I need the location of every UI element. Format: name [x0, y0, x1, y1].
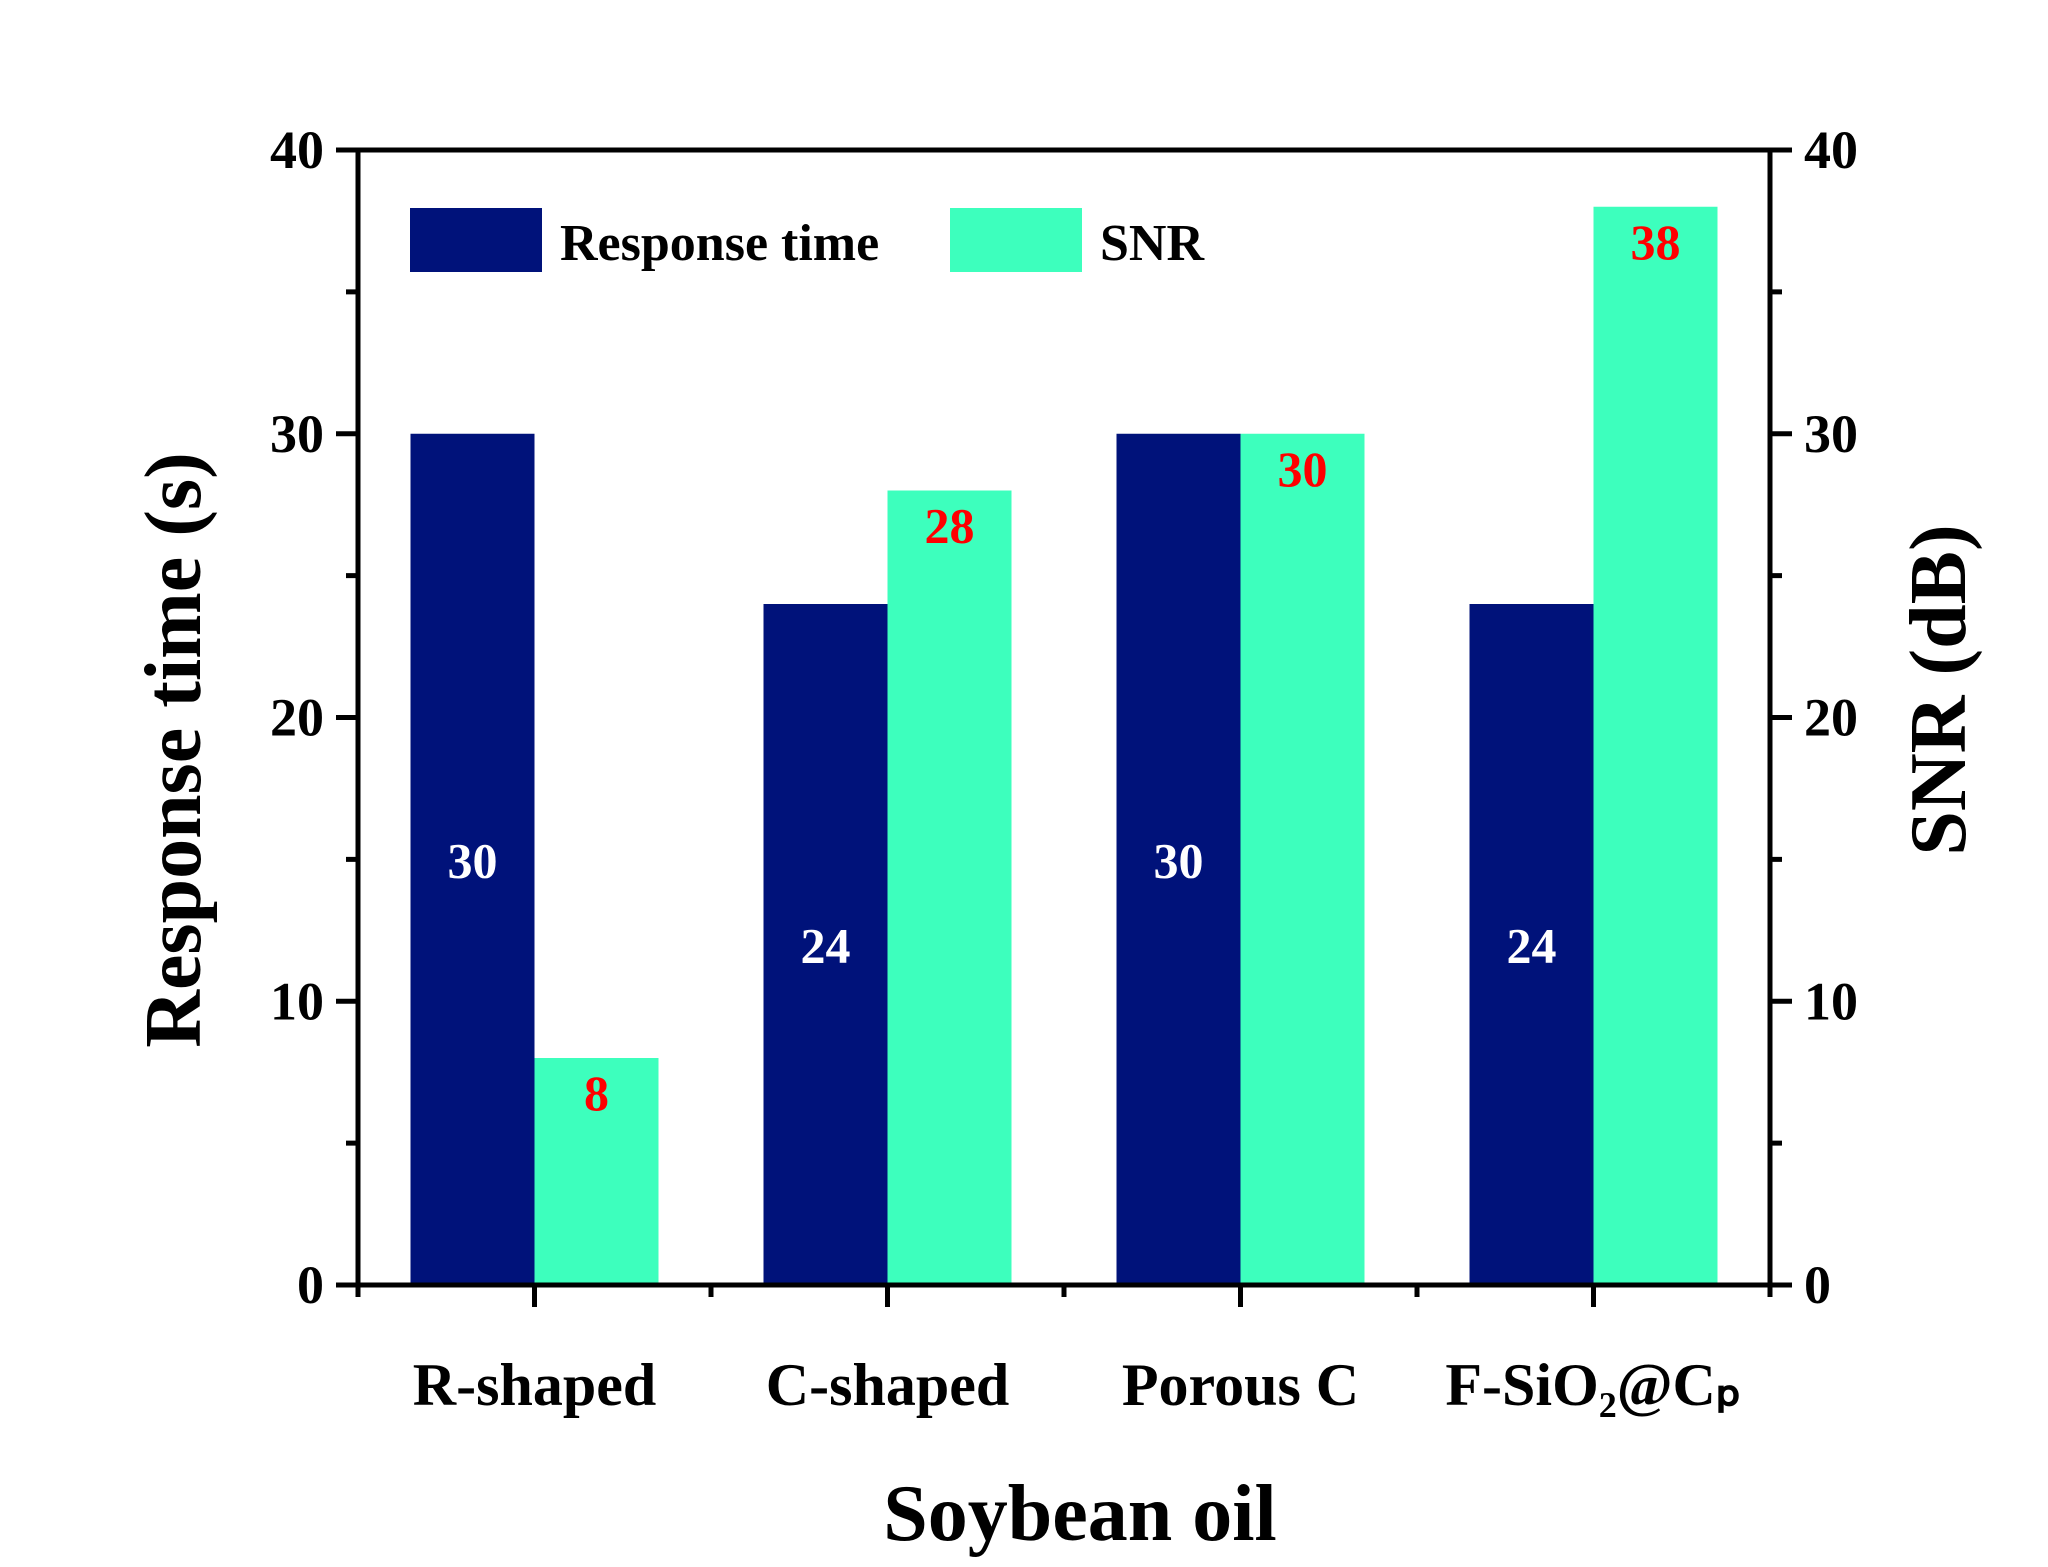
legend-swatch-snr: [950, 208, 1082, 272]
y2-axis-title: SNR (dB): [1895, 524, 1983, 855]
response-time-bar-3: [1116, 433, 1241, 1285]
x-axis-title: Soybean oil: [883, 1470, 1276, 1558]
response-time-bar-4: [1469, 604, 1594, 1285]
right-axis-ticks: 0 10 20 30 40: [1770, 120, 1858, 1315]
legend-label-response-time: Response time: [560, 215, 879, 272]
legend-label-snr: SNR: [1100, 215, 1205, 272]
snr-bar-2: [887, 490, 1012, 1285]
y-tick-label: 30: [270, 404, 324, 464]
y2-tick-label: 40: [1804, 120, 1858, 180]
response-time-value-label-1: 30: [448, 832, 498, 888]
snr-value-label-2: 28: [925, 498, 975, 554]
snr-value-label-1: 8: [584, 1065, 609, 1121]
y2-tick-label: 30: [1804, 404, 1858, 464]
x-axis-ticks: [355, 1285, 1773, 1307]
category-label-1: R-shaped: [413, 1352, 656, 1418]
snr-value-label-3: 30: [1278, 441, 1328, 497]
category-labels: R-shaped C-shaped Porous C F-SiO₂@Cₚ: [413, 1352, 1742, 1418]
category-label-3: Porous C: [1122, 1352, 1359, 1418]
category-label-4: F-SiO₂@Cₚ: [1445, 1352, 1741, 1418]
response-time-bar-2: [763, 604, 888, 1285]
y-tick-label: 0: [297, 1255, 324, 1315]
data-labels-layer: 30 8 24 28 30 30 24 38: [448, 214, 1681, 1121]
response-time-bar-1: [410, 433, 535, 1285]
y-axis-title: Response time (s): [130, 452, 218, 1047]
legend: Response time SNR: [410, 208, 1205, 272]
y2-tick-label: 10: [1804, 971, 1858, 1031]
category-label-2: C-shaped: [766, 1352, 1009, 1418]
legend-swatch-response-time: [410, 208, 542, 272]
axes-layer: [355, 147, 1773, 1288]
bars-layer: [410, 206, 1718, 1285]
snr-bar-4: [1593, 206, 1718, 1285]
snr-bar-1: [534, 1058, 659, 1285]
response-time-value-label-2: 24: [801, 918, 851, 974]
y-tick-label: 40: [270, 120, 324, 180]
y2-tick-label: 20: [1804, 688, 1858, 748]
y-tick-label: 20: [270, 688, 324, 748]
y2-tick-label: 0: [1804, 1255, 1831, 1315]
response-time-value-label-4: 24: [1507, 918, 1557, 974]
left-axis-ticks: 0 10 20 30 40: [270, 120, 358, 1315]
y-tick-label: 10: [270, 971, 324, 1031]
snr-bar-3: [1240, 433, 1365, 1285]
snr-value-label-4: 38: [1631, 214, 1681, 270]
response-time-value-label-3: 30: [1154, 832, 1204, 888]
